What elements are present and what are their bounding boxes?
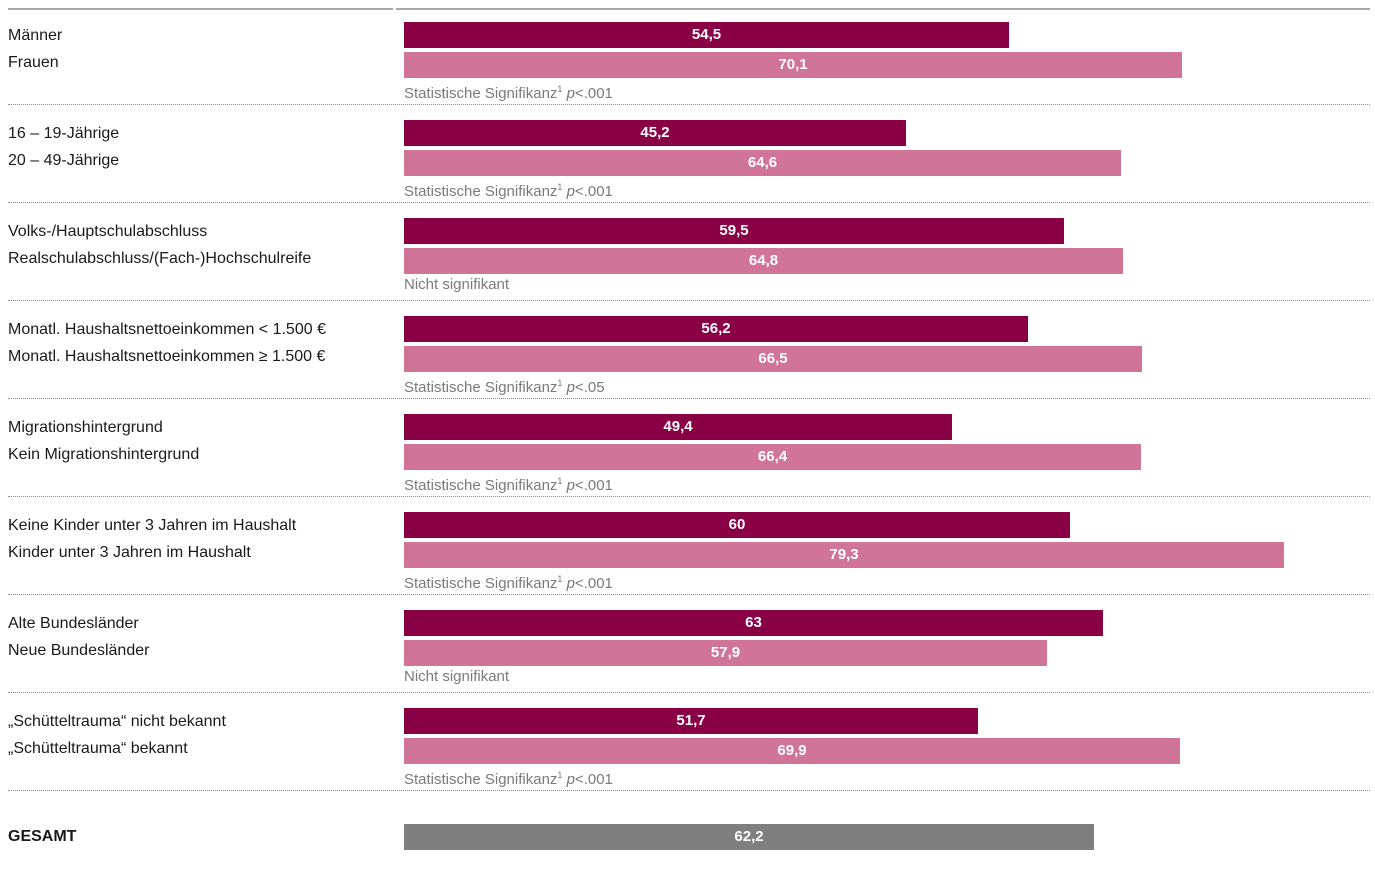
footnote-marker: 1 bbox=[557, 84, 563, 94]
bar-secondary: 66,5 bbox=[404, 346, 1142, 372]
bar-value-label: 59,5 bbox=[719, 222, 749, 239]
p-value: <.001 bbox=[574, 183, 613, 200]
category-label: „Schütteltrauma“ bekannt bbox=[8, 740, 188, 757]
significance-text: Nicht signifikant bbox=[404, 668, 510, 685]
bar-primary: 59,5 bbox=[404, 218, 1064, 244]
p-value: <.001 bbox=[574, 85, 613, 102]
bar-value-label: 60 bbox=[728, 516, 746, 533]
significance-text: Statistische Signifikanz bbox=[404, 183, 558, 200]
bar-value-label: 51,7 bbox=[676, 712, 706, 729]
group-separator bbox=[8, 398, 1370, 399]
category-label: Monatl. Haushaltsnettoeinkommen < 1.500 … bbox=[8, 321, 326, 338]
bar-value-label: 64,8 bbox=[748, 252, 779, 269]
bar-value-label: 56,2 bbox=[701, 320, 731, 337]
p-symbol: p bbox=[566, 183, 575, 200]
category-label: Kein Migrationshintergrund bbox=[8, 446, 200, 463]
group-separator bbox=[8, 104, 1370, 105]
bar-primary: 54,5 bbox=[404, 22, 1009, 48]
bar-total: 62,2 bbox=[404, 824, 1094, 850]
bar-primary: 63 bbox=[404, 610, 1103, 636]
bar-value-label: 64,6 bbox=[747, 154, 778, 171]
bar-value-label: 63 bbox=[745, 614, 762, 631]
category-label: Realschulabschluss/(Fach-)Hochschulreife bbox=[8, 250, 312, 267]
bar-value-label: 49,4 bbox=[663, 418, 693, 435]
category-label: Männer bbox=[8, 27, 63, 44]
footnote-marker: 1 bbox=[557, 182, 563, 192]
category-label: Kinder unter 3 Jahren im Haushalt bbox=[8, 544, 251, 561]
significance-note: Nicht signifikant bbox=[404, 275, 509, 295]
significance-note: Statistische Signifikanz1 p<.001 bbox=[404, 569, 613, 594]
p-value: <.05 bbox=[574, 379, 605, 396]
p-symbol: p bbox=[566, 85, 575, 102]
top-rule-right bbox=[396, 8, 1370, 10]
p-symbol: p bbox=[566, 575, 575, 592]
footnote-marker: 1 bbox=[557, 378, 563, 388]
bar-secondary: 70,1 bbox=[404, 52, 1182, 78]
bar-secondary: 66,4 bbox=[404, 444, 1141, 470]
bar-value-label: 66,4 bbox=[757, 448, 788, 465]
category-label: Migrationshintergrund bbox=[8, 419, 163, 436]
p-symbol: p bbox=[566, 477, 575, 494]
bar-value-label: 57,9 bbox=[710, 644, 741, 661]
bar-secondary: 57,9 bbox=[404, 640, 1047, 666]
bar-value-label: 45,2 bbox=[640, 124, 670, 141]
category-label: Frauen bbox=[8, 54, 59, 71]
significance-text: Nicht signifikant bbox=[404, 276, 510, 293]
bar-primary: 56,2 bbox=[404, 316, 1028, 342]
footnote-marker: 1 bbox=[557, 476, 563, 486]
significance-note: Statistische Signifikanz1 p<.001 bbox=[404, 471, 613, 496]
significance-note: Statistische Signifikanz1 p<.05 bbox=[404, 373, 605, 398]
significance-text: Statistische Signifikanz bbox=[404, 477, 558, 494]
bar-value-label: 66,5 bbox=[758, 350, 788, 367]
bar-value-label: 54,5 bbox=[691, 26, 722, 43]
category-label: Neue Bundesländer bbox=[8, 642, 150, 659]
group-separator bbox=[8, 300, 1370, 301]
bar-primary: 51,7 bbox=[404, 708, 978, 734]
total-label: GESAMT bbox=[8, 828, 77, 845]
bar-secondary: 69,9 bbox=[404, 738, 1180, 764]
p-value: <.001 bbox=[574, 477, 613, 494]
significance-text: Statistische Signifikanz bbox=[404, 575, 558, 592]
bar-value-label: 70,1 bbox=[778, 56, 808, 73]
category-label: Keine Kinder unter 3 Jahren im Haushalt bbox=[8, 517, 297, 534]
bar-secondary: 64,6 bbox=[404, 150, 1121, 176]
group-separator bbox=[8, 202, 1370, 203]
group-separator bbox=[8, 496, 1370, 497]
category-label: Volks-/Hauptschulabschluss bbox=[8, 223, 208, 240]
p-symbol: p bbox=[566, 379, 575, 396]
significance-text: Statistische Signifikanz bbox=[404, 85, 558, 102]
bar-value-label: 62,2 bbox=[734, 828, 764, 845]
significance-note: Statistische Signifikanz1 p<.001 bbox=[404, 765, 613, 790]
footnote-marker: 1 bbox=[557, 574, 563, 584]
significance-note: Statistische Signifikanz1 p<.001 bbox=[404, 79, 613, 104]
category-label: 20 – 49-Jährige bbox=[8, 152, 120, 169]
top-rule-left bbox=[8, 8, 393, 10]
significance-text: Statistische Signifikanz bbox=[404, 771, 558, 788]
group-separator bbox=[8, 594, 1370, 595]
significance-text: Statistische Signifikanz bbox=[404, 379, 558, 396]
group-separator bbox=[8, 790, 1370, 791]
p-symbol: p bbox=[566, 771, 575, 788]
category-label: „Schütteltrauma“ nicht bekannt bbox=[8, 713, 226, 730]
bar-primary: 60 bbox=[404, 512, 1070, 538]
p-value: <.001 bbox=[574, 575, 613, 592]
p-value: <.001 bbox=[574, 771, 613, 788]
bar-secondary: 64,8 bbox=[404, 248, 1123, 274]
category-label: Monatl. Haushaltsnettoeinkommen ≥ 1.500 … bbox=[8, 348, 326, 365]
group-separator bbox=[8, 692, 1370, 693]
significance-note: Statistische Signifikanz1 p<.001 bbox=[404, 177, 613, 202]
bar-primary: 49,4 bbox=[404, 414, 952, 440]
significance-note: Nicht signifikant bbox=[404, 667, 509, 687]
footnote-marker: 1 bbox=[557, 770, 563, 780]
bar-value-label: 69,9 bbox=[777, 742, 807, 759]
category-label: 16 – 19-Jährige bbox=[8, 125, 120, 142]
bar-secondary: 79,3 bbox=[404, 542, 1284, 568]
bar-primary: 45,2 bbox=[404, 120, 906, 146]
bar-value-label: 79,3 bbox=[829, 546, 859, 563]
category-label: Alte Bundesländer bbox=[8, 615, 139, 632]
